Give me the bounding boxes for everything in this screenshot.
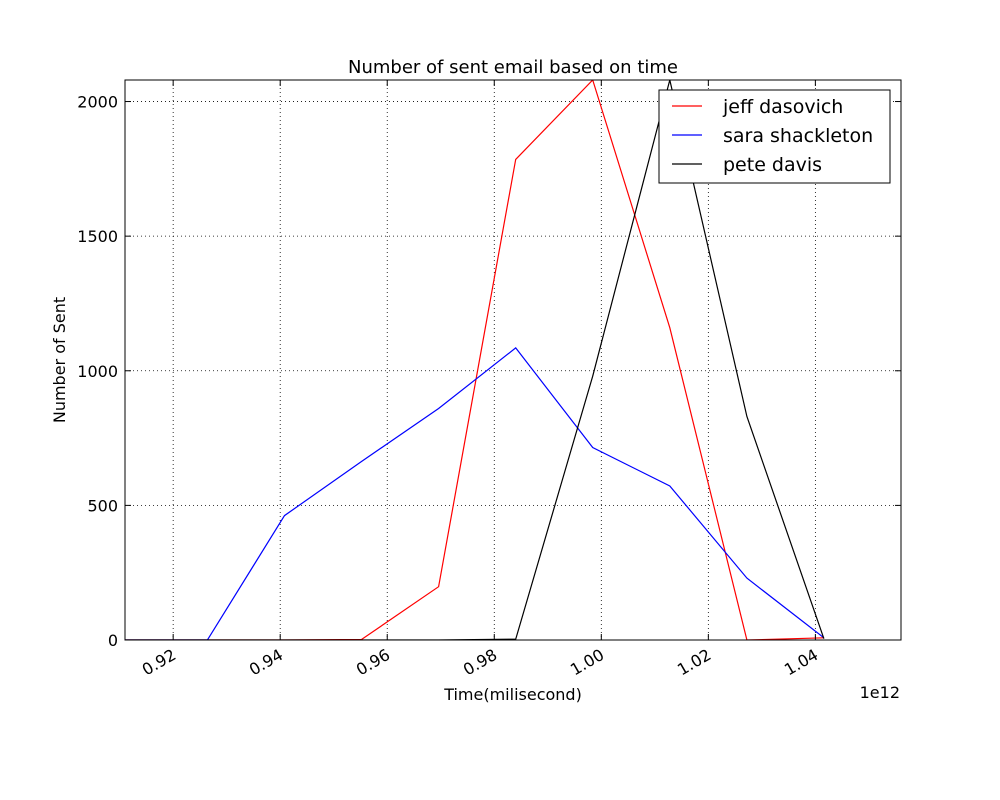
- y-tick-label: 1500: [77, 227, 118, 246]
- legend: jeff dasovich sara shackleton pete davis: [658, 89, 891, 184]
- y-tick-label: 2000: [77, 93, 118, 112]
- y-tick-label: 500: [87, 496, 118, 515]
- series-line-jeff-dasovich: [125, 80, 824, 640]
- chart-title: Number of sent email based on time: [348, 57, 678, 78]
- plot-frame: [124, 79, 902, 641]
- y-tick-label: 1000: [77, 362, 118, 381]
- y-axis-label: Number of Sent: [50, 297, 69, 423]
- legend-label: jeff dasovich: [722, 96, 843, 118]
- series-line-sara-shackleton: [125, 347, 825, 640]
- x-axis-label: Time(milisecond): [443, 685, 582, 704]
- legend-label: sara shackleton: [723, 125, 873, 147]
- y-tick-label: 0: [108, 631, 118, 650]
- legend-label: pete davis: [723, 154, 822, 176]
- x-axis-offset-label: 1e12: [860, 683, 900, 702]
